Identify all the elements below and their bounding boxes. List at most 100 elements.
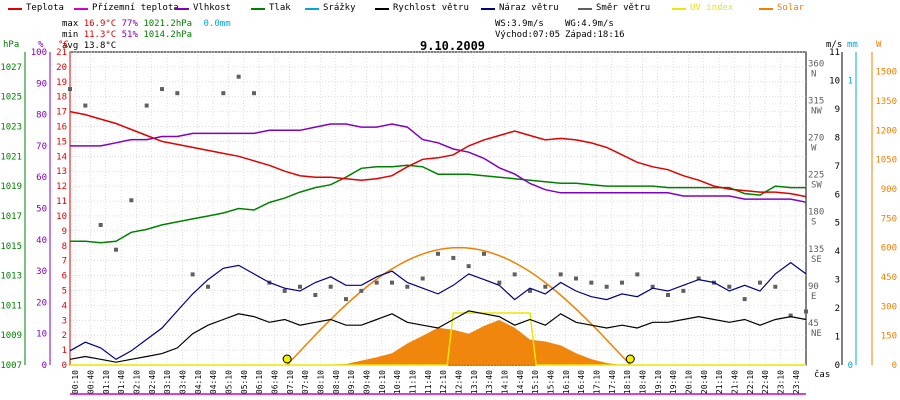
wind-direction-point xyxy=(804,309,808,314)
wind-direction-point xyxy=(328,284,333,289)
wind-dir-compass: W xyxy=(811,144,817,154)
time-tick-labels: 00:10 00:40 01:10 01:40 02:10 02:40 03:10 03:40… xyxy=(71,370,801,394)
wind-direction-point xyxy=(313,292,318,297)
wind-direction-point xyxy=(344,297,348,302)
temperature-tick-label: 13 xyxy=(56,167,67,177)
time-tick-label: 07:10 xyxy=(286,370,295,394)
time-tick-label: 23:10 xyxy=(776,370,785,394)
pressure-line xyxy=(70,164,806,244)
legend-label: Rychlost větru xyxy=(393,3,469,13)
wind-direction-point xyxy=(436,251,440,256)
temperature-tick-label: 12 xyxy=(56,182,67,192)
legend-label: Přízemní teplota xyxy=(92,3,179,13)
time-tick-label: 22:10 xyxy=(746,370,755,394)
plot-area xyxy=(69,51,807,366)
time-tick-label: 01:10 xyxy=(102,370,111,394)
wind-direction-point xyxy=(788,313,793,318)
time-tick-label: 02:10 xyxy=(132,370,141,394)
time-tick-label: 22:40 xyxy=(761,370,770,394)
wind-direction-point xyxy=(758,280,762,285)
time-tick-label: 11:40 xyxy=(424,370,433,394)
max-label: max xyxy=(62,19,79,29)
time-tick-label: 05:10 xyxy=(224,370,233,394)
temperature-tick-label: 15 xyxy=(56,137,67,147)
humidity-tick-label: 20 xyxy=(36,298,47,308)
wind-direction-point xyxy=(635,272,640,277)
wind-unit: m/s xyxy=(826,40,842,50)
humidity-tick-label: 90 xyxy=(36,79,47,89)
time-tick-label: 17:10 xyxy=(592,370,601,394)
legend-label: UV index xyxy=(690,3,734,13)
time-tick-label: 19:10 xyxy=(654,370,663,394)
time-tick-label: 04:10 xyxy=(194,370,203,394)
solar-tick-label: 1350 xyxy=(875,97,897,107)
wind-dir-compass: NE xyxy=(811,329,822,339)
pressure-tick-label: 1013 xyxy=(0,272,22,282)
pressure-tick-label: 1019 xyxy=(0,182,22,192)
wind-direction-point xyxy=(298,284,302,289)
wind-dir-degree: 180 xyxy=(808,208,824,218)
wind-direction-point xyxy=(160,87,164,92)
time-tick-label: 21:10 xyxy=(715,370,724,394)
legend-label: Náraz větru xyxy=(499,3,559,13)
wind-gust-stat: WG:4.9m/s xyxy=(565,19,614,29)
wind-dir-degree: 90 xyxy=(808,282,819,292)
time-tick-label: 07:40 xyxy=(301,370,310,394)
pressure-tick-label: 1011 xyxy=(0,301,22,311)
wind-direction-point xyxy=(282,288,287,293)
temperature-tick-label: 9 xyxy=(62,227,67,237)
sunset-marker xyxy=(625,354,635,364)
avg-label: avg xyxy=(62,41,79,51)
sunrise-marker xyxy=(282,354,292,364)
time-tick-label: 16:40 xyxy=(577,370,586,394)
humidity-tick-label: 50 xyxy=(36,205,47,215)
wind-direction-point xyxy=(190,272,195,277)
wind-dir-degree: 45 xyxy=(808,319,819,329)
wind-dir-compass: SW xyxy=(811,181,822,191)
time-tick-label: 20:40 xyxy=(700,370,709,394)
humidity-unit: % xyxy=(38,40,44,50)
wind-tick-label: 5 xyxy=(835,219,840,229)
time-tick-label: 10:40 xyxy=(393,370,402,394)
humidity-tick-label: 70 xyxy=(36,142,47,152)
legend-label: Vlhkost xyxy=(193,3,231,13)
wind-direction-point xyxy=(543,284,548,289)
temperature-tick-label: 1 xyxy=(62,346,67,356)
wind-direction-point xyxy=(236,74,241,79)
temperature-tick-label: 16 xyxy=(56,123,67,133)
wind-speed-line xyxy=(69,310,807,363)
humidity-tick-label: 100 xyxy=(31,48,47,58)
temperature-tick-label: 3 xyxy=(62,316,67,326)
wind-tick-label: 11 xyxy=(829,48,840,58)
chart-title: 9.10.2009 xyxy=(420,39,486,53)
legend-swatch xyxy=(305,8,319,10)
time-tick-label: 03:40 xyxy=(178,370,187,394)
legend-swatch xyxy=(8,8,22,10)
solar-tick-label: 1200 xyxy=(875,126,897,136)
wind-direction-point xyxy=(175,91,180,96)
wind-direction-point xyxy=(742,297,747,302)
humidity-tick-label: 60 xyxy=(36,173,47,183)
time-tick-label: 08:40 xyxy=(332,370,341,394)
legend-label: Srážky xyxy=(323,3,356,13)
time-tick-label: 14:40 xyxy=(516,370,525,394)
wind-tick-label: 7 xyxy=(835,162,840,172)
legend-label: Směr větru xyxy=(596,3,651,13)
time-tick-label: 13:10 xyxy=(470,370,479,394)
uv-index-line xyxy=(70,312,806,366)
humidity-tick-label: 0 xyxy=(42,361,47,371)
time-tick-label: 20:10 xyxy=(684,370,693,394)
wind-direction-point xyxy=(620,280,624,285)
time-tick-label: 08:10 xyxy=(316,370,325,394)
temperature-tick-label: 19 xyxy=(56,78,67,88)
legend-swatch xyxy=(375,8,389,10)
legend-swatch xyxy=(74,8,88,10)
pressure-tick-label: 1009 xyxy=(0,331,22,341)
time-tick-label: 13:40 xyxy=(485,370,494,394)
solar-tick-label: 750 xyxy=(881,214,897,224)
sunrise-stat: Východ:07:05 xyxy=(495,30,561,40)
time-tick-label: 21:40 xyxy=(730,370,739,394)
wind-direction-point xyxy=(144,103,149,108)
wind-tick-label: 4 xyxy=(835,247,840,257)
